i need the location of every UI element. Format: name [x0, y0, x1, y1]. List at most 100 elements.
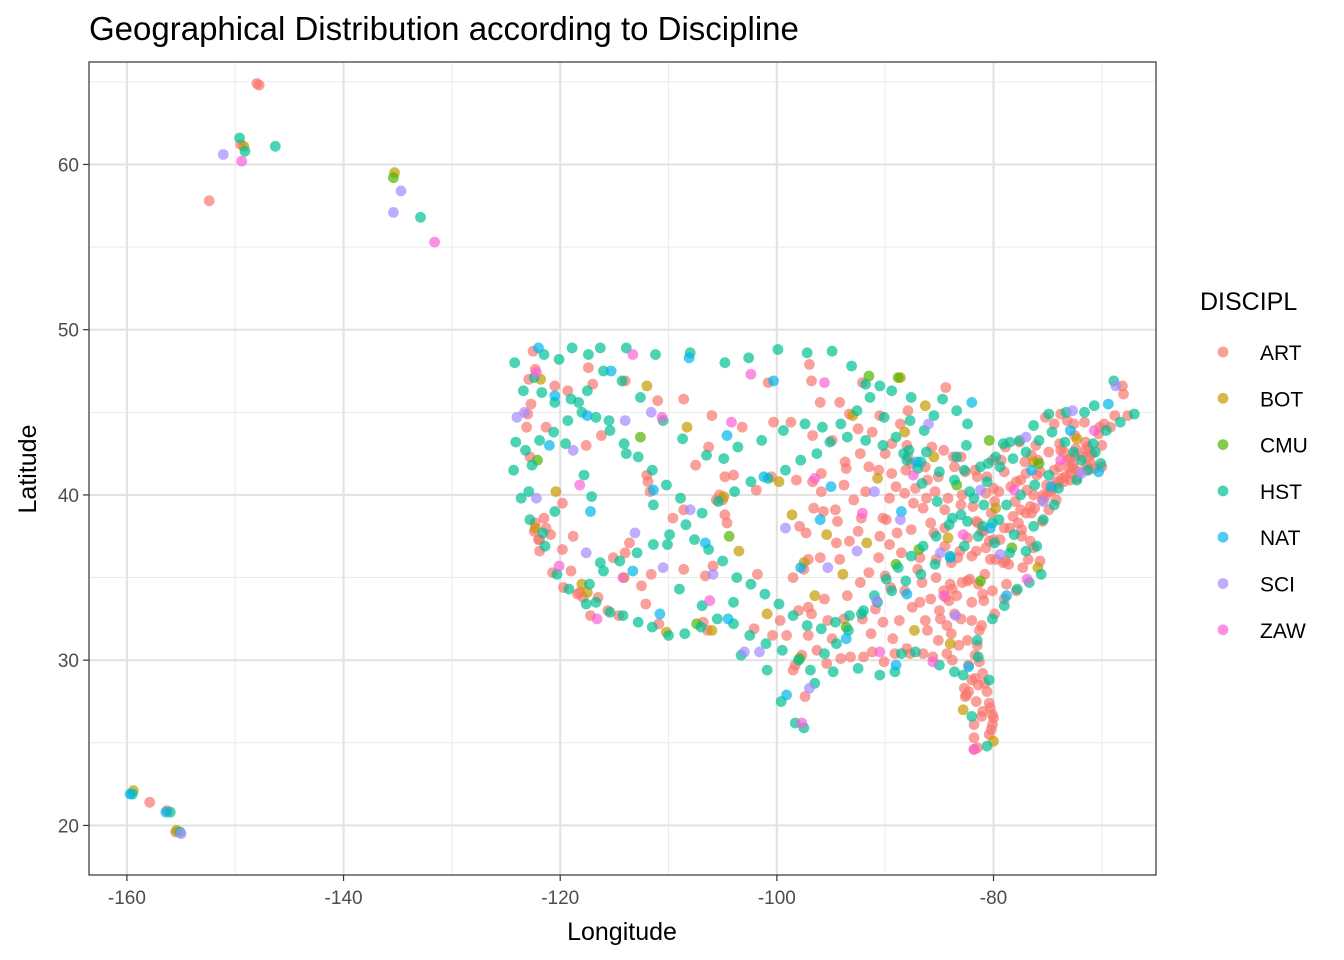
data-point: [929, 486, 941, 497]
data-point: [838, 479, 850, 491]
data-point: [604, 606, 616, 618]
data-point: [822, 562, 834, 573]
data-point: [874, 380, 886, 392]
data-point: [728, 596, 739, 608]
data-point: [821, 658, 833, 669]
data-point: [549, 506, 561, 517]
data-point: [536, 387, 548, 398]
data-point: [830, 504, 841, 516]
data-point: [662, 539, 673, 550]
data-point: [1087, 438, 1099, 450]
data-point: [955, 509, 967, 521]
data-point: [910, 646, 921, 658]
data-point: [531, 492, 542, 504]
data-point: [780, 464, 791, 476]
data-point: [890, 659, 902, 671]
legend-label-zaw: ZAW: [1260, 620, 1306, 643]
data-point: [664, 529, 675, 540]
data-point: [759, 588, 771, 600]
data-point: [160, 806, 172, 818]
data-point: [994, 549, 1006, 560]
data-point: [785, 416, 797, 428]
data-point: [1033, 435, 1045, 446]
data-point: [776, 644, 788, 656]
data-point: [581, 410, 593, 421]
data-point: [941, 620, 953, 631]
data-point: [962, 635, 973, 646]
data-point: [586, 491, 597, 502]
data-point: [821, 529, 833, 540]
data-point: [523, 486, 535, 497]
data-point: [696, 600, 708, 612]
data-point: [896, 547, 907, 559]
data-point: [932, 635, 944, 646]
data-point: [239, 145, 251, 157]
data-point: [772, 344, 784, 355]
data-point: [1075, 468, 1087, 479]
data-point: [567, 530, 579, 542]
data-point: [826, 345, 838, 357]
data-point: [835, 418, 847, 430]
data-point: [922, 625, 933, 636]
data-point: [703, 441, 714, 453]
data-point: [1037, 514, 1049, 526]
legend-key-sci: [1217, 578, 1229, 589]
data-point: [819, 648, 830, 659]
data-point: [919, 615, 931, 626]
data-point: [203, 195, 215, 207]
legend-label-cmu: CMU: [1260, 435, 1308, 458]
data-point: [844, 610, 855, 621]
data-point: [925, 517, 937, 529]
data-point: [124, 788, 136, 800]
legend-key-bot: [1217, 392, 1229, 404]
data-point: [861, 537, 873, 549]
data-point: [1093, 466, 1104, 478]
data-point: [1063, 463, 1075, 474]
data-point: [830, 616, 841, 628]
data-point: [860, 378, 872, 390]
data-point: [508, 464, 519, 476]
data-point: [915, 568, 927, 580]
data-point: [890, 481, 902, 493]
data-point: [962, 516, 973, 527]
data-point: [1096, 440, 1108, 451]
data-point: [866, 646, 878, 658]
data-point: [805, 664, 816, 676]
data-point: [598, 365, 609, 377]
data-point: [1088, 425, 1100, 436]
data-point: [975, 484, 986, 496]
data-point: [707, 560, 719, 572]
data-point: [977, 706, 989, 717]
data-point: [388, 207, 399, 218]
data-point: [627, 349, 639, 360]
data-point: [972, 530, 984, 542]
data-point: [1114, 416, 1126, 428]
data-point: [904, 415, 916, 426]
legend-label-nat: NAT: [1260, 527, 1301, 550]
data-point: [1015, 504, 1026, 516]
data-point: [809, 473, 821, 484]
chart-title: Geographical Distribution according to D…: [89, 10, 799, 47]
data-point: [1031, 540, 1043, 552]
data-point: [617, 610, 629, 621]
data-point: [832, 516, 843, 527]
data-point: [892, 372, 904, 383]
data-point: [566, 342, 578, 354]
data-point: [944, 552, 956, 564]
data-point: [848, 494, 860, 506]
data-point: [518, 385, 529, 397]
x-tick-label: -140: [325, 888, 363, 909]
data-point: [1043, 408, 1055, 420]
data-point: [801, 620, 813, 631]
data-point: [799, 418, 811, 430]
data-point: [1079, 416, 1090, 428]
data-point: [596, 430, 607, 441]
data-point: [236, 155, 248, 167]
data-point: [526, 459, 538, 471]
data-point: [773, 476, 785, 488]
data-point: [887, 633, 899, 645]
series-nat: [124, 342, 1114, 818]
data-point: [911, 456, 922, 468]
data-point: [975, 575, 986, 587]
legend-label-sci: SCI: [1260, 574, 1295, 597]
